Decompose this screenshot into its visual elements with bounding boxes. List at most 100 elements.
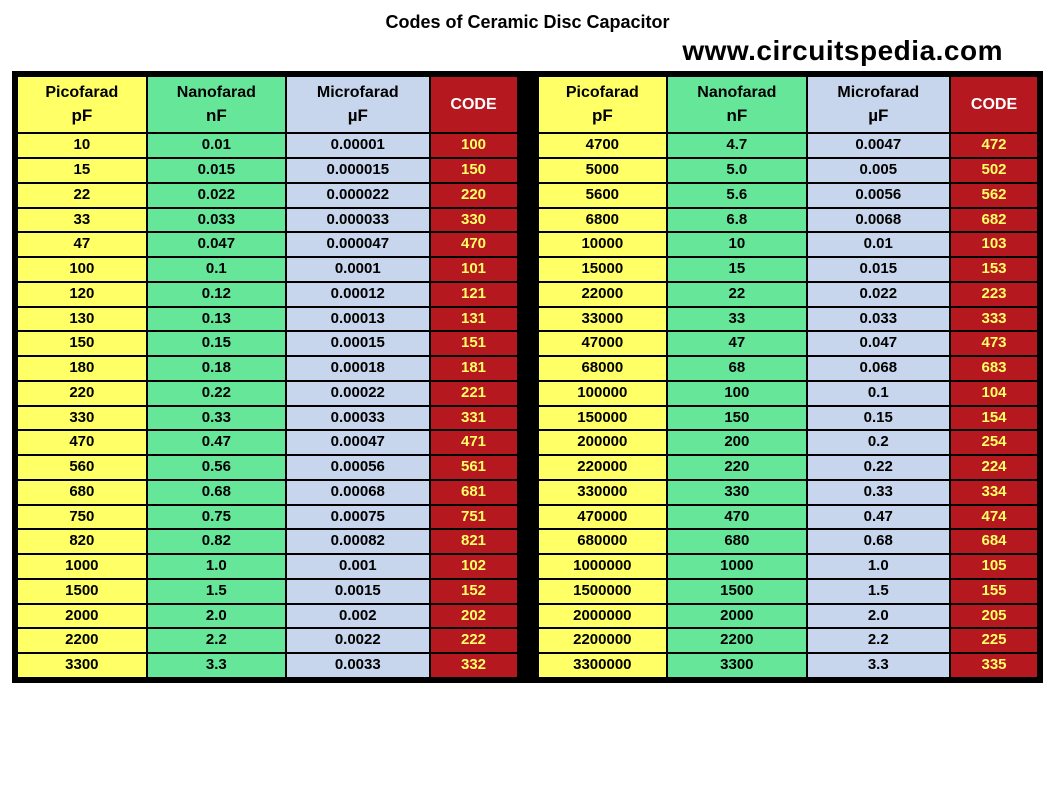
cell-uf: 0.015 <box>807 257 951 282</box>
cell-uf: 0.15 <box>807 406 951 431</box>
cell-nf: 2.2 <box>147 628 286 653</box>
header-nf-unit: nF <box>152 105 281 126</box>
cell-nf: 1000 <box>667 554 806 579</box>
cell-nf: 0.033 <box>147 208 286 233</box>
table-row: 50005.00.005502 <box>538 158 1039 183</box>
cell-nf: 0.18 <box>147 356 286 381</box>
cell-code: 473 <box>950 331 1038 356</box>
cell-pf: 6800 <box>538 208 668 233</box>
cell-code: 153 <box>950 257 1038 282</box>
cell-code: 330 <box>430 208 518 233</box>
cell-code: 225 <box>950 628 1038 653</box>
header-uf-label: Microfarad <box>837 84 919 101</box>
table-row: 2200002200.22224 <box>538 455 1039 480</box>
table-row: 150000015001.5155 <box>538 579 1039 604</box>
cell-nf: 0.47 <box>147 430 286 455</box>
cell-nf: 1500 <box>667 579 806 604</box>
table-row: 33003.30.0033332 <box>17 653 518 678</box>
table-row: 1300.130.00013131 <box>17 307 518 332</box>
header-code-label: CODE <box>450 96 496 113</box>
table-row: 100000010001.0105 <box>538 554 1039 579</box>
header-uf: Microfarad µF <box>807 76 951 133</box>
cell-uf: 0.001 <box>286 554 430 579</box>
cell-uf: 0.0033 <box>286 653 430 678</box>
cell-nf: 330 <box>667 480 806 505</box>
header-uf-label: Microfarad <box>317 84 399 101</box>
cell-code: 131 <box>430 307 518 332</box>
cell-uf: 0.033 <box>807 307 951 332</box>
cell-uf: 1.5 <box>807 579 951 604</box>
cell-code: 152 <box>430 579 518 604</box>
cell-pf: 130 <box>17 307 147 332</box>
header-code-label: CODE <box>971 96 1017 113</box>
cell-uf: 0.000047 <box>286 232 430 257</box>
cell-code: 220 <box>430 183 518 208</box>
header-pf: Picofarad pF <box>538 76 668 133</box>
cell-uf: 0.00001 <box>286 133 430 158</box>
cell-uf: 2.0 <box>807 604 951 629</box>
table-row: 68000680.068683 <box>538 356 1039 381</box>
cell-nf: 0.15 <box>147 331 286 356</box>
cell-uf: 0.002 <box>286 604 430 629</box>
table-row: 56005.60.0056562 <box>538 183 1039 208</box>
cell-uf: 0.00075 <box>286 505 430 530</box>
cell-pf: 120 <box>17 282 147 307</box>
header-nf-label: Nanofarad <box>177 84 256 101</box>
table-row: 10000100.01103 <box>538 232 1039 257</box>
cell-uf: 0.000022 <box>286 183 430 208</box>
cell-uf: 0.0015 <box>286 579 430 604</box>
cell-nf: 0.1 <box>147 257 286 282</box>
cell-pf: 33000 <box>538 307 668 332</box>
header-uf: Microfarad µF <box>286 76 430 133</box>
table-row: 3300.330.00033331 <box>17 406 518 431</box>
cell-uf: 0.00012 <box>286 282 430 307</box>
cell-pf: 820 <box>17 529 147 554</box>
cell-nf: 100 <box>667 381 806 406</box>
table-row: 100.010.00001100 <box>17 133 518 158</box>
table-row: 6800006800.68684 <box>538 529 1039 554</box>
cell-pf: 1500 <box>17 579 147 604</box>
cell-code: 181 <box>430 356 518 381</box>
cell-code: 681 <box>430 480 518 505</box>
cell-code: 331 <box>430 406 518 431</box>
table-row: 1000.10.0001101 <box>17 257 518 282</box>
cell-nf: 47 <box>667 331 806 356</box>
cell-code: 751 <box>430 505 518 530</box>
cell-code: 335 <box>950 653 1038 678</box>
cell-code: 224 <box>950 455 1038 480</box>
cell-code: 821 <box>430 529 518 554</box>
cell-nf: 0.022 <box>147 183 286 208</box>
cell-uf: 0.00013 <box>286 307 430 332</box>
cell-nf: 0.68 <box>147 480 286 505</box>
cell-nf: 0.82 <box>147 529 286 554</box>
cell-uf: 0.0047 <box>807 133 951 158</box>
table-row: 1800.180.00018181 <box>17 356 518 381</box>
cell-code: 334 <box>950 480 1038 505</box>
cell-uf: 0.00056 <box>286 455 430 480</box>
cell-pf: 4700 <box>538 133 668 158</box>
table-row: 330000033003.3335 <box>538 653 1039 678</box>
header-uf-unit: µF <box>812 105 946 126</box>
cell-pf: 33 <box>17 208 147 233</box>
cell-uf: 0.0022 <box>286 628 430 653</box>
cell-uf: 0.0056 <box>807 183 951 208</box>
cell-nf: 15 <box>667 257 806 282</box>
cell-nf: 3.3 <box>147 653 286 678</box>
cell-nf: 4.7 <box>667 133 806 158</box>
table-row: 3300003300.33334 <box>538 480 1039 505</box>
capacitor-table-left: Picofarad pF Nanofarad nF Microfarad µF … <box>16 75 519 679</box>
table-row: 6800.680.00068681 <box>17 480 518 505</box>
cell-uf: 2.2 <box>807 628 951 653</box>
cell-code: 202 <box>430 604 518 629</box>
tables-container: Picofarad pF Nanofarad nF Microfarad µF … <box>12 71 1043 683</box>
cell-nf: 2000 <box>667 604 806 629</box>
cell-uf: 0.00018 <box>286 356 430 381</box>
cell-pf: 100000 <box>538 381 668 406</box>
cell-pf: 560 <box>17 455 147 480</box>
cell-pf: 200000 <box>538 430 668 455</box>
cell-uf: 0.00082 <box>286 529 430 554</box>
header-nf: Nanofarad nF <box>667 76 806 133</box>
cell-code: 105 <box>950 554 1038 579</box>
page-title: Codes of Ceramic Disc Capacitor <box>12 12 1043 33</box>
cell-pf: 2200000 <box>538 628 668 653</box>
